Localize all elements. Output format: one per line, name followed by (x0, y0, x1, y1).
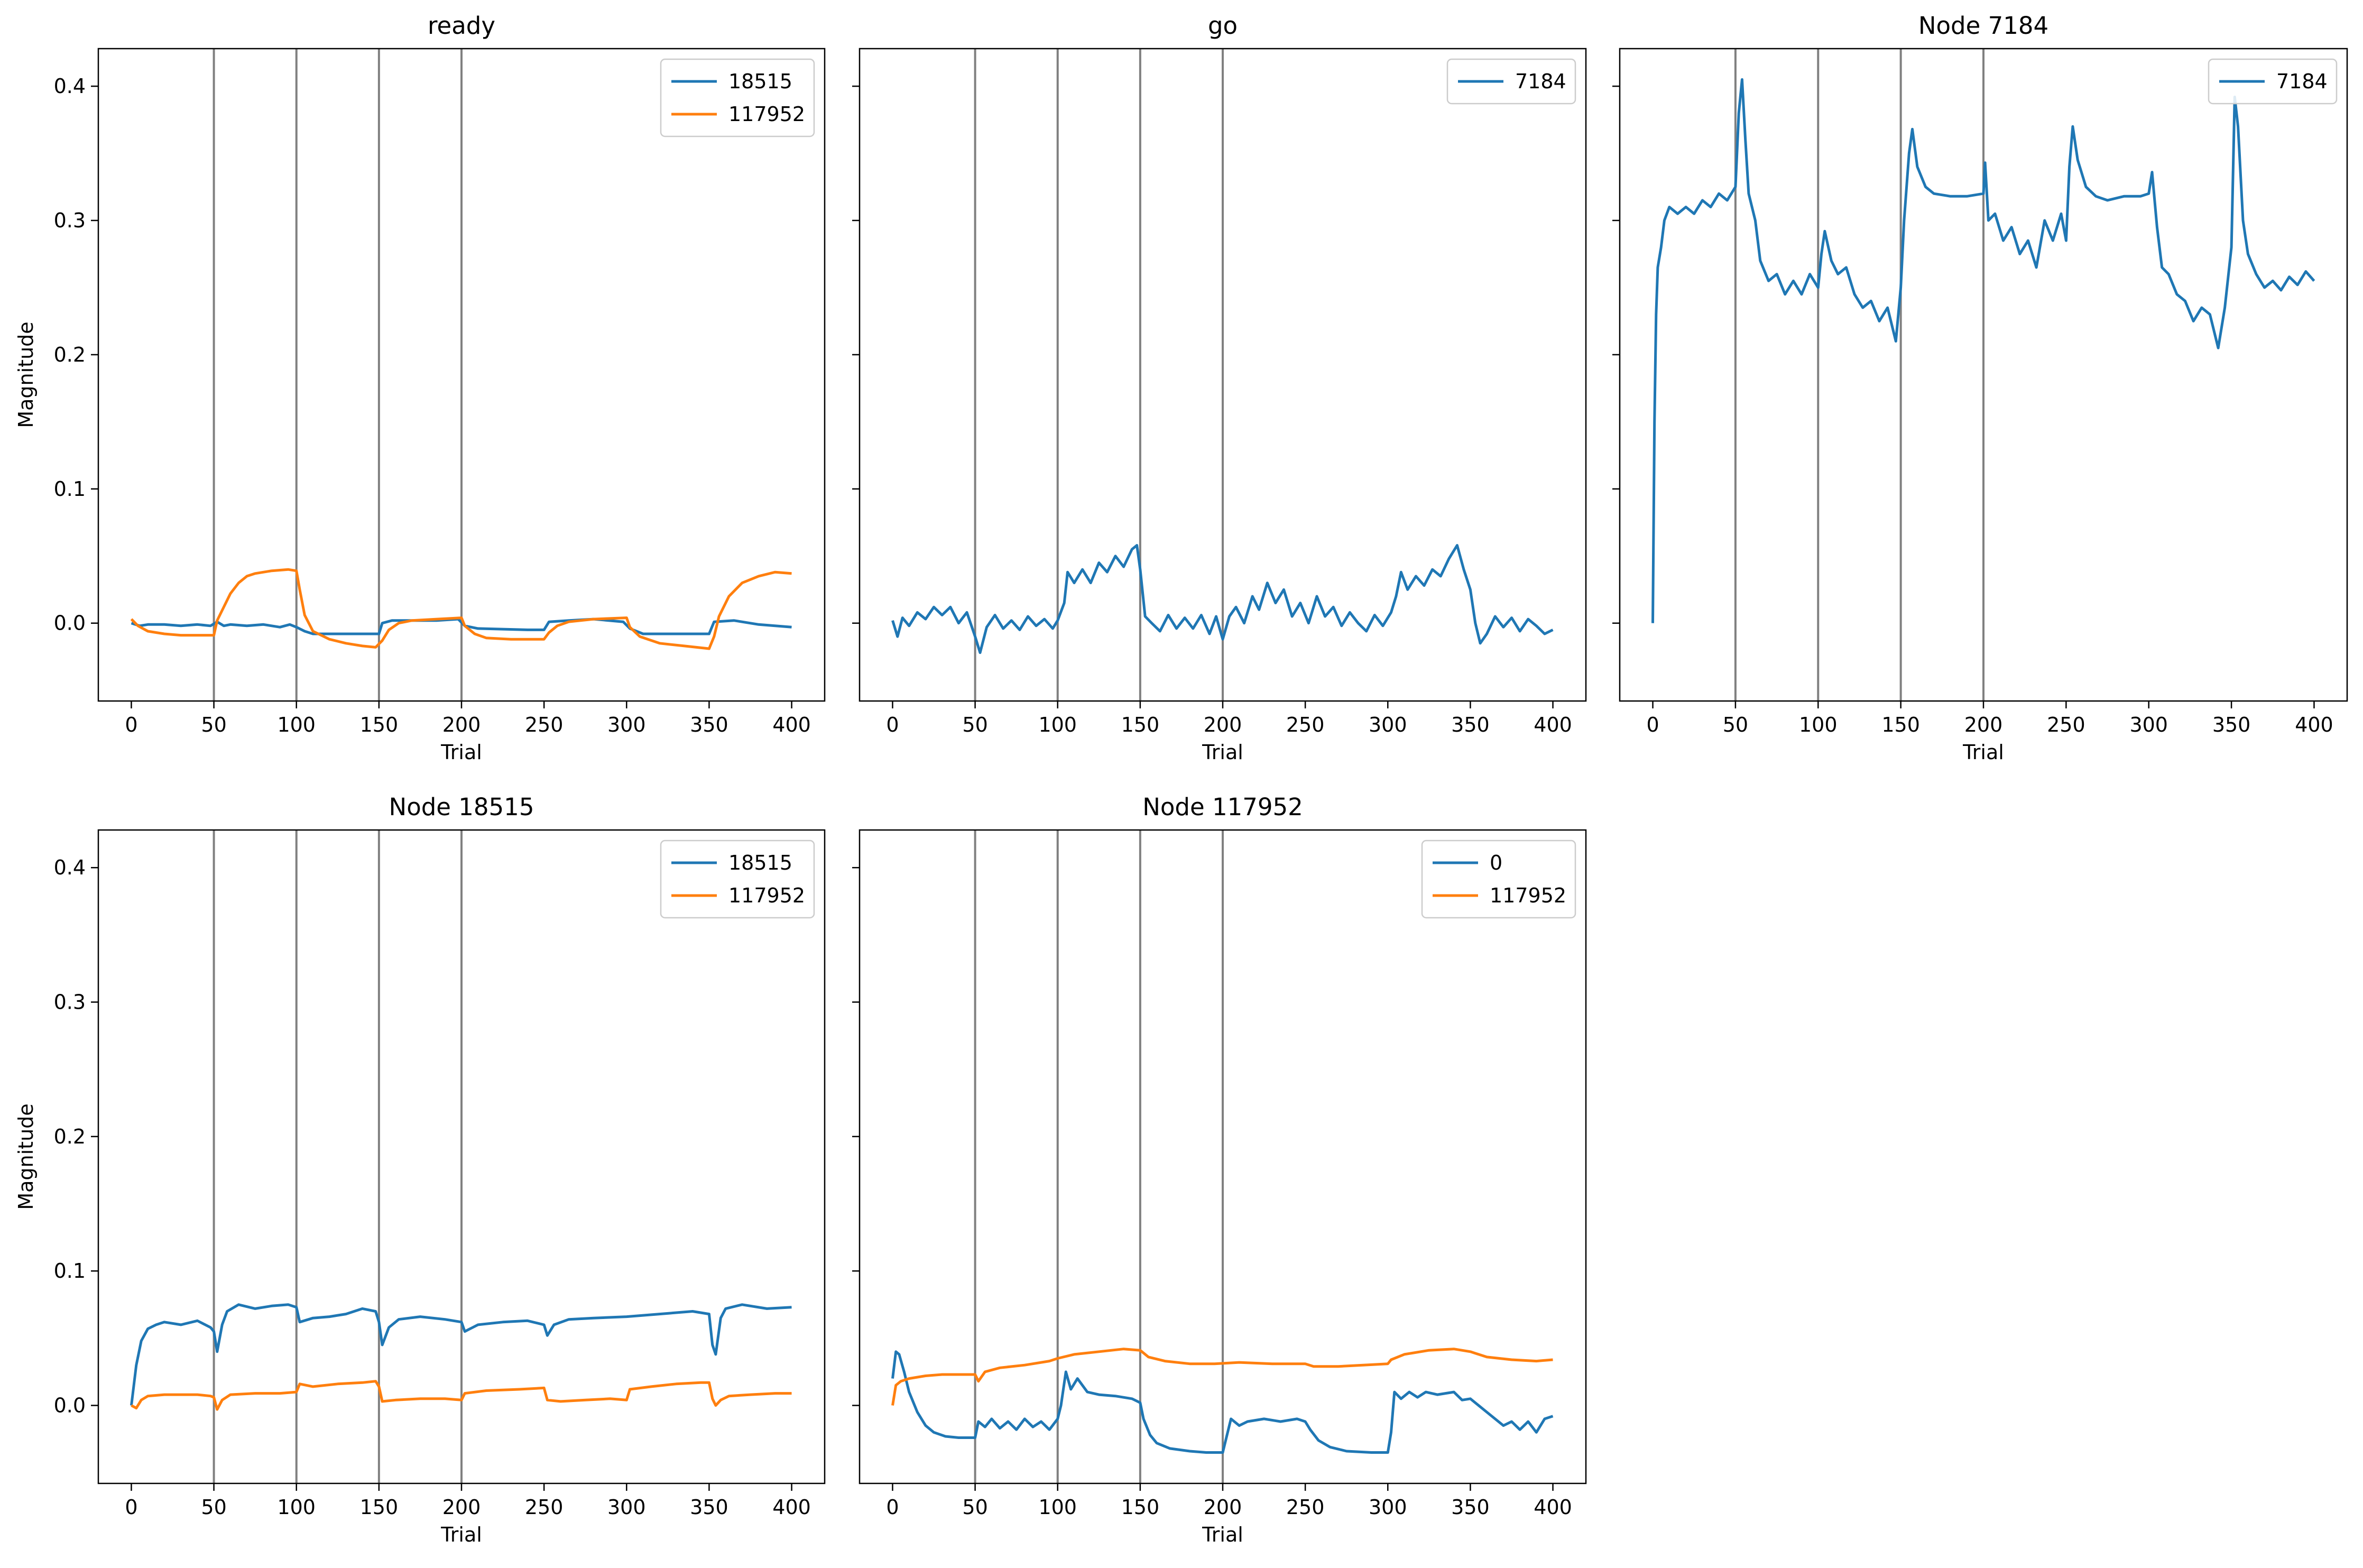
chart-node-18515-xtick-label-250: 250 (525, 1496, 564, 1519)
chart-go-xtick-label-350: 350 (1451, 713, 1490, 736)
chart-panel-node-18515: 0 50 100 150 200 250 300 350 400 0.0 0.1 0.2 0.3 0.4 T… (14, 793, 826, 1546)
chart-ready-xtick-label-100: 100 (277, 713, 316, 736)
chart-go-xtick-label-400: 400 (1534, 713, 1572, 736)
chart-ready-legend-box (660, 58, 815, 137)
chart-ready-xtick-label-400: 400 (772, 713, 811, 736)
chart-node-117952-xtick-label-150: 150 (1121, 1496, 1160, 1519)
chart-node-117952-xtick-label-350: 350 (1451, 1496, 1490, 1519)
chart-node-117952-legend: 0 117952 (1421, 840, 1576, 919)
chart-go-xtick-label-300: 300 (1369, 713, 1407, 736)
chart-ready-ytick-label-0.3: 0.3 (54, 209, 86, 232)
chart-ready-ytick-label-0.1: 0.1 (54, 477, 86, 501)
chart-node-7184-xlabel: Trial (1962, 741, 2004, 764)
chart-go-xtick-label-250: 250 (1286, 713, 1325, 736)
chart-node-7184-xtick-label-100: 100 (1799, 713, 1838, 736)
chart-node-7184-xtick-label-350: 350 (2212, 713, 2251, 736)
chart-ready-xtick-label-150: 150 (360, 713, 399, 736)
chart-node-18515-series-18515-line (130, 1303, 792, 1406)
chart-node-7184-legend-label-7184: 7184 (2276, 70, 2328, 93)
chart-go-title: go (1208, 12, 1238, 40)
chart-node-18515-xtick-label-400: 400 (772, 1496, 811, 1519)
chart-panel-ready: 0 50 100 150 200 250 300 350 400 0.0 0.1 0.2 0.3 0.4 T… (14, 12, 826, 764)
chart-node-117952-xtick-label-100: 100 (1038, 1496, 1077, 1519)
chart-node-117952-legend-box (1421, 840, 1576, 919)
chart-ready-xtick-label-50: 50 (201, 713, 226, 736)
chart-node-117952-xtick-label-50: 50 (962, 1496, 987, 1519)
chart-go-xtick-label-200: 200 (1204, 713, 1242, 736)
chart-go-xtick-label-0: 0 (886, 713, 899, 736)
chart-ready-ylabel: Magnitude (14, 321, 38, 428)
chart-ready-series-117952-line (130, 568, 792, 650)
chart-node-18515-legend-label-18515: 18515 (728, 851, 792, 874)
chart-node-18515-xtick-label-150: 150 (360, 1496, 399, 1519)
chart-ready-xtick-label-300: 300 (607, 713, 646, 736)
chart-node-7184-xtick-label-0: 0 (1646, 713, 1659, 736)
chart-node-7184-legend-box (2208, 58, 2338, 105)
chart-node-7184-title: Node 7184 (1918, 12, 2048, 40)
chart-node-18515-series-117952-line (131, 1380, 792, 1411)
chart-node-18515-ytick-label-0: 0.0 (54, 1394, 86, 1417)
chart-ready-ytick-label-0: 0.0 (54, 612, 86, 635)
chart-node-18515-ytick-label-0.2: 0.2 (54, 1125, 86, 1148)
chart-node-117952-title: Node 117952 (1142, 793, 1303, 821)
chart-node-18515-xtick-label-350: 350 (690, 1496, 728, 1519)
chart-node-18515-xtick-label-200: 200 (442, 1496, 481, 1519)
chart-node-18515-ylabel: Magnitude (14, 1103, 38, 1210)
chart-panel-node-117952: 0 50 100 150 200 250 300 350 400 Trial Node 117952… (852, 793, 1587, 1546)
chart-node-7184-legend: 7184 (2208, 58, 2338, 105)
chart-node-117952-legend-label-0: 0 (1490, 851, 1502, 874)
chart-ready-xtick-label-200: 200 (442, 713, 481, 736)
chart-panel-node-7184: 0 50 100 150 200 250 300 350 400 Trial Node 7184 71… (1612, 12, 2348, 764)
chart-node-18515-xtick-label-100: 100 (277, 1496, 316, 1519)
chart-node-18515-xtick-label-300: 300 (607, 1496, 646, 1519)
chart-ready-title: ready (428, 12, 495, 40)
chart-node-18515-legend-label-117952: 117952 (728, 884, 805, 907)
chart-node-117952-xtick-label-300: 300 (1369, 1496, 1407, 1519)
chart-go-legend: 7184 (1446, 58, 1576, 105)
chart-node-117952-legend-label-117952: 117952 (1490, 884, 1566, 907)
chart-node-7184-xtick-label-50: 50 (1723, 713, 1748, 736)
chart-ready-legend-label-18515: 18515 (728, 70, 792, 93)
chart-go-xtick-label-100: 100 (1038, 713, 1077, 736)
chart-ready-xlabel: Trial (440, 741, 482, 764)
chart-node-7184-xtick-label-150: 150 (1881, 713, 1920, 736)
chart-node-7184-xtick-label-300: 300 (2129, 713, 2168, 736)
chart-node-18515-xtick-label-50: 50 (201, 1496, 226, 1519)
chart-node-18515-xtick-label-0: 0 (125, 1496, 137, 1519)
chart-node-18515-title: Node 18515 (389, 793, 534, 821)
chart-go-xlabel: Trial (1202, 741, 1243, 764)
chart-node-18515-ytick-label-0.3: 0.3 (54, 991, 86, 1014)
chart-node-18515-ytick-label-0.1: 0.1 (54, 1259, 86, 1283)
chart-node-117952-series-117952-line (891, 1348, 1553, 1406)
chart-ready-series-18515-line (131, 617, 792, 635)
chart-ready-xtick-label-0: 0 (125, 713, 137, 736)
chart-node-7184-xtick-label-200: 200 (1964, 713, 2003, 736)
chart-go-xtick-label-50: 50 (962, 713, 987, 736)
chart-panel-go: 0 50 100 150 200 250 300 350 400 Trial go 7184 (852, 12, 1587, 764)
chart-ready-xtick-label-350: 350 (690, 713, 728, 736)
chart-node-117952-series-0-line (891, 1350, 1554, 1454)
chart-node-7184-series-7184-line (1651, 78, 2315, 623)
chart-node-18515-legend: 18515 117952 (660, 840, 815, 919)
chart-go-legend-box (1446, 58, 1576, 105)
chart-node-18515-ytick-label-0.4: 0.4 (54, 856, 86, 879)
chart-node-117952-xlabel: Trial (1202, 1523, 1243, 1546)
chart-ready-legend: 18515 117952 (660, 58, 815, 137)
chart-go-legend-label-7184: 7184 (1515, 70, 1566, 93)
chart-node-7184-xtick-label-400: 400 (2295, 713, 2333, 736)
chart-node-117952-xtick-label-400: 400 (1534, 1496, 1572, 1519)
chart-go-series-7184-line (891, 544, 1554, 654)
chart-node-7184-xtick-label-250: 250 (2047, 713, 2085, 736)
chart-go-xtick-label-150: 150 (1121, 713, 1160, 736)
chart-ready-ytick-label-0.2: 0.2 (54, 343, 86, 366)
chart-node-117952-xtick-label-250: 250 (1286, 1496, 1325, 1519)
chart-node-117952-xtick-label-200: 200 (1204, 1496, 1242, 1519)
chart-node-117952-xtick-label-0: 0 (886, 1496, 899, 1519)
chart-node-18515-legend-box (660, 840, 815, 919)
chart-node-18515-xlabel: Trial (440, 1523, 482, 1546)
chart-ready-legend-label-117952: 117952 (728, 103, 805, 126)
chart-ready-ytick-label-0.4: 0.4 (54, 75, 86, 98)
chart-ready-xtick-label-250: 250 (525, 713, 564, 736)
